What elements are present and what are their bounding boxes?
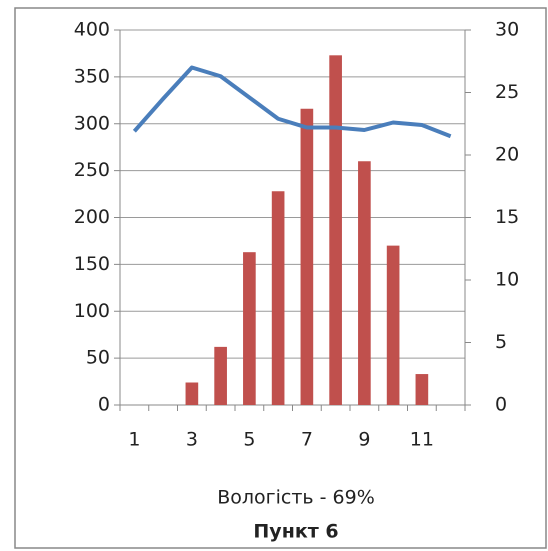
y-tick-label: 100	[74, 300, 110, 322]
y-tick-label: 0	[98, 394, 110, 416]
x-tick-label: 3	[186, 429, 198, 451]
y2-tick-label: 15	[495, 206, 519, 228]
x-tick-label: 5	[243, 429, 255, 451]
chart-title: Пункт 6	[253, 521, 338, 543]
y-tick-label: 250	[74, 159, 110, 181]
bar	[243, 252, 256, 405]
bar	[386, 245, 400, 405]
bar	[271, 191, 285, 405]
y2-tick-label: 30	[495, 19, 519, 41]
y-tick-label: 350	[74, 65, 110, 87]
line	[132, 65, 452, 139]
bar	[415, 374, 429, 405]
y-tick-label: 400	[74, 19, 110, 41]
x-axis-label: Вологість - 69%	[217, 487, 375, 509]
y-tick-label: 200	[74, 206, 110, 228]
bar	[329, 55, 342, 405]
y-tick-label: 150	[74, 253, 110, 275]
y2-tick-label: 10	[495, 269, 519, 291]
y2-tick-label: 5	[495, 331, 507, 353]
bar	[358, 161, 371, 405]
y-tick-label: 300	[74, 112, 110, 134]
bar	[300, 108, 314, 405]
x-tick-label: 11	[410, 429, 434, 451]
x-tick-label: 1	[128, 429, 140, 451]
y2-tick-label: 20	[495, 144, 519, 166]
x-tick-label: 9	[358, 429, 370, 451]
x-tick-label: 7	[301, 429, 313, 451]
y2-tick-label: 0	[495, 394, 507, 416]
bar	[185, 382, 199, 405]
y2-tick-label: 25	[495, 81, 519, 103]
y-tick-label: 50	[86, 347, 110, 369]
bar	[214, 346, 227, 405]
